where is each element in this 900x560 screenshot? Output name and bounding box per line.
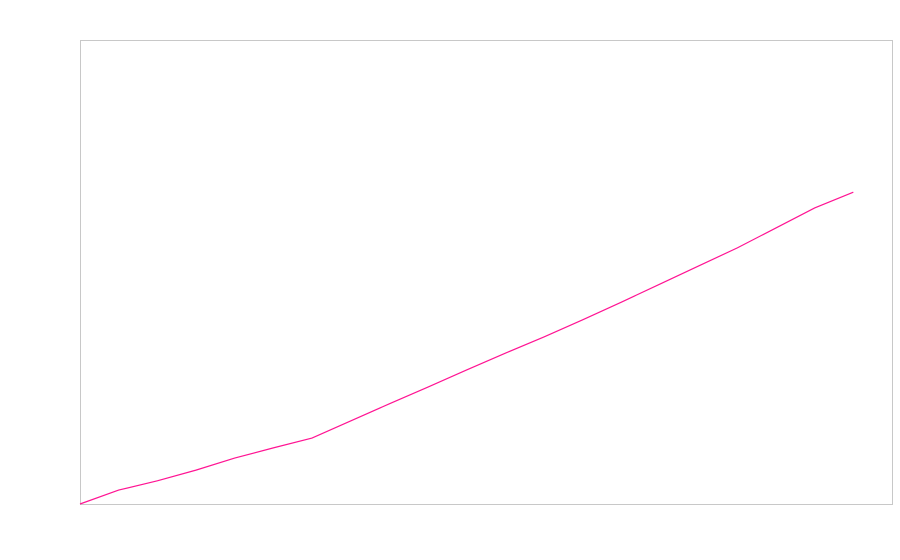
- plot-area: [80, 40, 893, 505]
- data-line: [79, 191, 854, 505]
